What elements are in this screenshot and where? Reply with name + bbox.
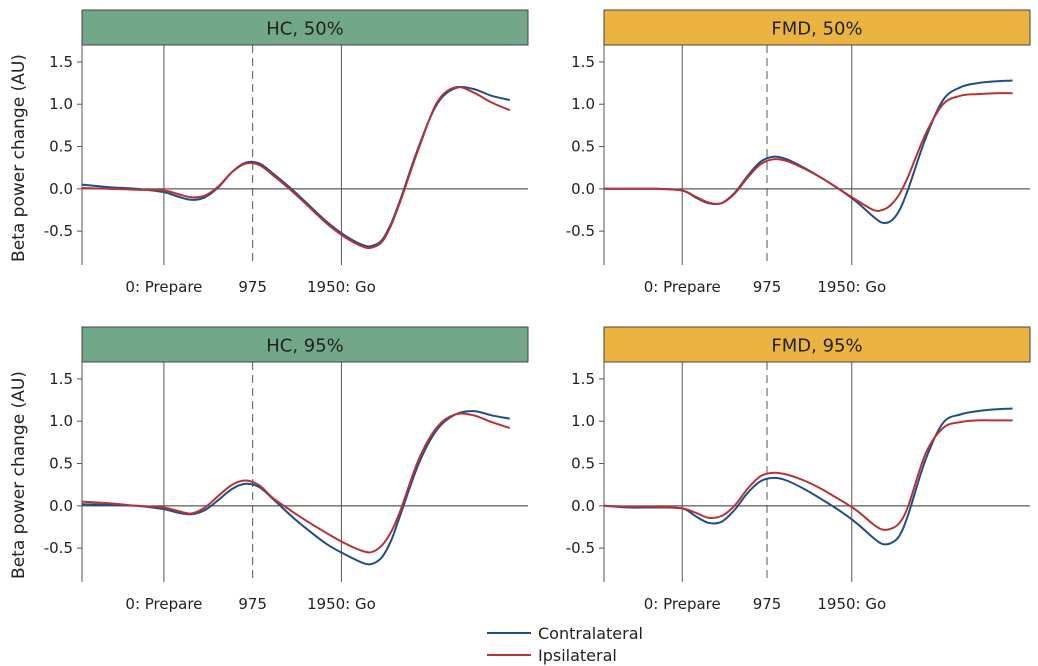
x-tick-label: 1950: Go (817, 595, 886, 613)
y-tick-label: 0.0 (571, 180, 595, 198)
panel-strip (603, 9, 1031, 46)
panel-title: FMD, 50% (771, 19, 862, 40)
panel-strip (81, 9, 529, 46)
panel-strip (603, 326, 1031, 363)
x-tick-label: 1950: Go (307, 595, 376, 613)
x-tick-label: 975 (753, 595, 782, 613)
x-tick-label: 975 (238, 595, 267, 613)
series-line-ipsilateral (81, 85, 511, 250)
y-tick-label: 0.5 (571, 455, 595, 473)
y-tick-label: 0.0 (49, 180, 73, 198)
x-tick-label: 0: Prepare (125, 595, 202, 613)
panel-2: FMD, 50% -0.5 0.0 0.5 1.0 1.5 0: Prepare 975 195… (566, 9, 1031, 296)
y-tick-label: 1.5 (571, 53, 595, 71)
y-tick-label: 1.0 (49, 95, 73, 113)
y-tick-label: 1.5 (49, 370, 73, 388)
y-tick-label: 0.5 (571, 138, 595, 156)
legend-label-ipsilateral: Ipsilateral (538, 646, 617, 665)
y-tick-label: 1.5 (49, 53, 73, 71)
y-tick-label: 0.5 (49, 138, 73, 156)
series-line-ipsilateral (81, 412, 511, 554)
series-line-ipsilateral (603, 419, 1013, 531)
series-line-ipsilateral (604, 92, 1013, 212)
panel-title: FMD, 95% (771, 336, 862, 357)
panel-title: HC, 95% (266, 336, 344, 357)
x-tick-label: 1950: Go (817, 278, 886, 296)
series-line-contralateral (81, 410, 510, 566)
y-tick-label: -0.5 (566, 539, 595, 557)
series-line-contralateral (603, 407, 1013, 546)
y-tick-label: 1.0 (571, 412, 595, 430)
panel-strip (81, 326, 529, 363)
y-tick-label: 1.0 (571, 95, 595, 113)
y-tick-label: 0.0 (49, 497, 73, 515)
y-tick-label: 1.5 (571, 370, 595, 388)
y-axis-label-bottom: Beta power change (AU) (9, 371, 29, 579)
x-tick-label: 0: Prepare (125, 278, 202, 296)
y-tick-label: 0.5 (49, 455, 73, 473)
panel-1: HC, 50% -0.5 0.0 0.5 1.0 1.5 0: Prepare 975 1950… (44, 9, 529, 296)
legend: Contralateral Ipsilateral (487, 624, 643, 665)
y-tick-label: -0.5 (44, 222, 73, 240)
x-tick-label: 0: Prepare (644, 278, 721, 296)
panel-3: HC, 95% -0.5 0.0 0.5 1.0 1.5 0: Prepare 975 1950… (44, 326, 529, 613)
x-tick-label: 1950: Go (307, 278, 376, 296)
x-tick-label: 975 (238, 278, 267, 296)
series-line-contralateral (81, 85, 511, 248)
y-tick-label: -0.5 (44, 539, 73, 557)
y-axis-label-top: Beta power change (AU) (9, 54, 29, 262)
y-tick-label: 0.0 (571, 497, 595, 515)
series-line-contralateral (604, 79, 1013, 225)
y-tick-label: 1.0 (49, 412, 73, 430)
y-tick-label: -0.5 (566, 222, 595, 240)
x-tick-label: 0: Prepare (644, 595, 721, 613)
panel-title: HC, 50% (266, 19, 344, 40)
x-tick-label: 975 (753, 278, 782, 296)
legend-label-contralateral: Contralateral (538, 624, 643, 643)
panel-4: FMD, 95% -0.5 0.0 0.5 1.0 1.5 0: Prepare 975 195… (566, 326, 1031, 613)
